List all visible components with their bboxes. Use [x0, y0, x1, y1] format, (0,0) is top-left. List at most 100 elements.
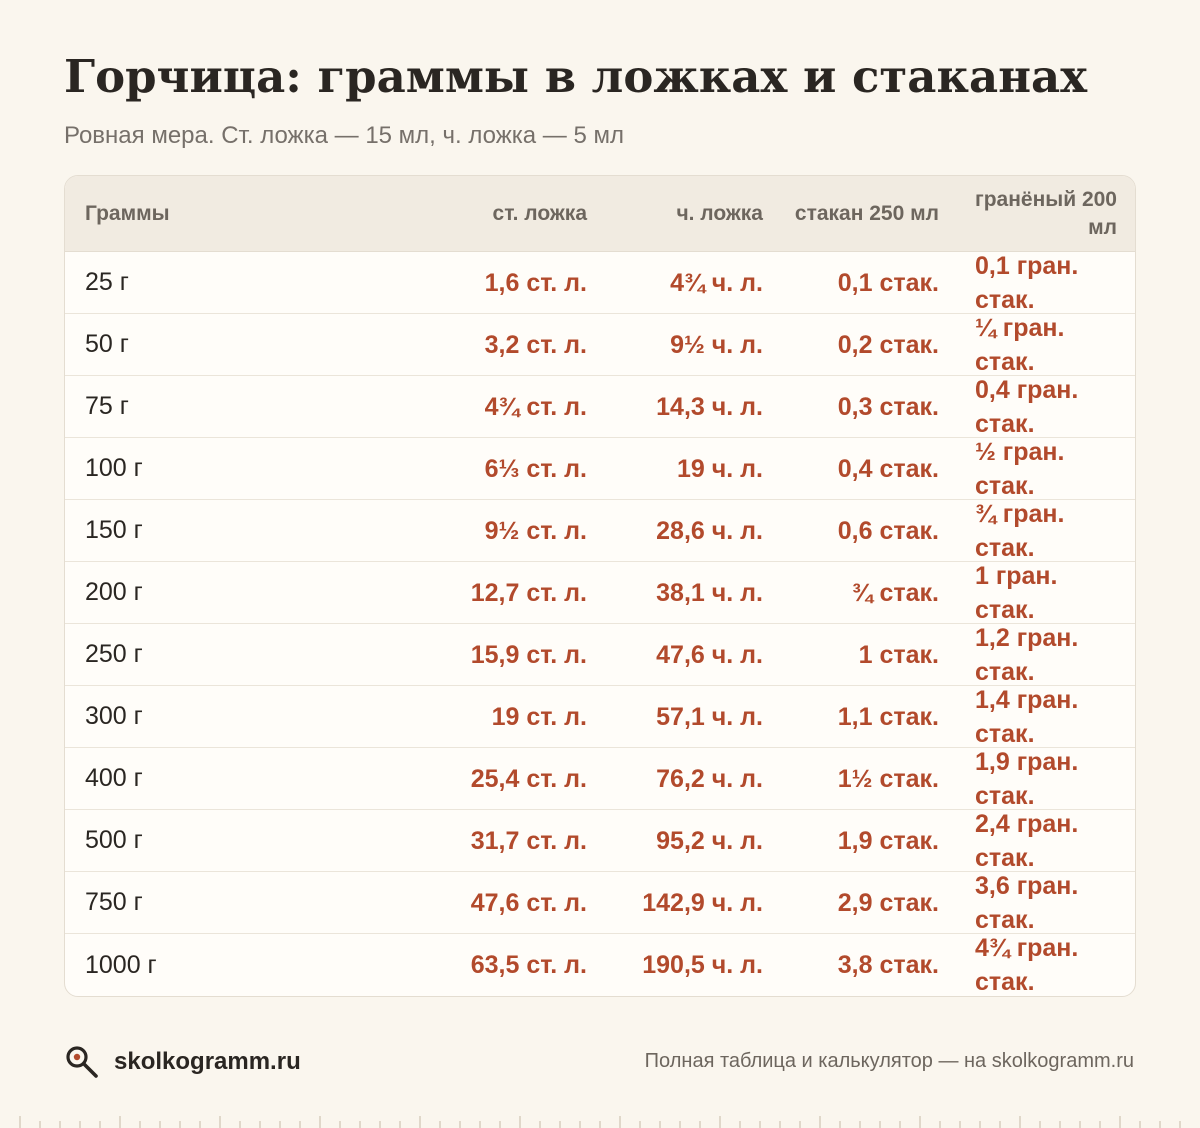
cell-tablespoon-text: 31,7 ст. л.: [470, 826, 587, 855]
table-row: 150 г 9½ ст. л. 28,6 ч. л. 0,6 стак. ¾ гран.…: [65, 500, 1135, 562]
cell-grams: 150 г: [85, 500, 285, 561]
cell-faceted-200: 3,6 гран. стак.: [975, 872, 1120, 934]
header-cup-250-label: стакан 250 мл: [794, 201, 939, 225]
table-row: 750 г 47,6 ст. л. 142,9 ч. л. 2,9 стак. 3,6 …: [65, 872, 1135, 934]
cell-tablespoon: 12,7 ст. л.: [445, 562, 587, 623]
table-row: 500 г 31,7 ст. л. 95,2 ч. л. 1,9 стак. 2,4 г…: [65, 810, 1135, 872]
cell-teaspoon-text: 57,1 ч. л.: [656, 702, 763, 731]
cell-tablespoon-text: 47,6 ст. л.: [470, 888, 587, 917]
footer-note: Полная таблица и калькулятор — на skolko…: [644, 1050, 1134, 1072]
cell-teaspoon: 19 ч. л.: [605, 438, 763, 499]
cell-cup-250-text: 1 стак.: [858, 640, 939, 669]
cell-tablespoon: 1,6 ст. л.: [445, 252, 587, 313]
cell-grams: 75 г: [85, 376, 285, 437]
cell-tablespoon: 47,6 ст. л.: [445, 872, 587, 933]
cell-tablespoon-text: 15,9 ст. л.: [470, 640, 587, 669]
cell-cup-250-text: 1,1 стак.: [837, 702, 939, 731]
cell-tablespoon: 4¾ ст. л.: [445, 376, 587, 437]
cell-faceted-200: 4¾ гран. стак.: [975, 934, 1120, 996]
cell-tablespoon: 25,4 ст. л.: [445, 748, 587, 809]
cell-teaspoon-text: 190,5 ч. л.: [642, 951, 763, 979]
cell-grams: 1000 г: [85, 934, 285, 996]
cell-faceted-200: 0,1 гран. стак.: [975, 252, 1120, 314]
cell-tablespoon: 3,2 ст. л.: [445, 314, 587, 375]
cell-teaspoon-text: 76,2 ч. л.: [656, 764, 763, 793]
header-cup-250: стакан 250 мл: [781, 176, 939, 251]
cell-cup-250-text: 1½ стак.: [837, 764, 939, 793]
cell-grams-text: 100 г: [85, 454, 143, 482]
footer-brand[interactable]: skolkogramm.ru: [64, 1044, 301, 1080]
cell-teaspoon: 28,6 ч. л.: [605, 500, 763, 561]
cell-grams-text: 200 г: [85, 578, 143, 606]
cell-cup-250-text: 1,9 стак.: [837, 826, 939, 855]
cell-cup-250-text: 0,3 стак.: [837, 392, 939, 421]
cell-faceted-200-text: 3,6 гран. стак.: [975, 871, 1079, 934]
cell-tablespoon: 19 ст. л.: [445, 686, 587, 747]
cell-grams-text: 500 г: [85, 826, 143, 854]
cell-cup-250-text: 0,6 стак.: [837, 516, 939, 545]
table-row: 1000 г 63,5 ст. л. 190,5 ч. л. 3,8 стак. 4¾ …: [65, 934, 1135, 996]
cell-teaspoon-text: 19 ч. л.: [677, 454, 763, 483]
cell-teaspoon: 95,2 ч. л.: [605, 810, 763, 871]
cell-faceted-200: 1,9 гран. стак.: [975, 748, 1120, 810]
cell-teaspoon: 142,9 ч. л.: [605, 872, 763, 933]
table-row: 75 г 4¾ ст. л. 14,3 ч. л. 0,3 стак. 0,4 гран…: [65, 376, 1135, 438]
table-row: 100 г 6⅓ ст. л. 19 ч. л. 0,4 стак. ½ гран. с…: [65, 438, 1135, 500]
cell-teaspoon: 4¾ ч. л.: [605, 252, 763, 313]
cell-teaspoon-text: 38,1 ч. л.: [656, 578, 763, 607]
cell-faceted-200: 0,4 гран. стак.: [975, 376, 1120, 438]
cell-cup-250: 1½ стак.: [781, 748, 939, 809]
cell-faceted-200-text: 1,2 гран. стак.: [975, 623, 1079, 686]
cell-faceted-200-text: 2,4 гран. стак.: [975, 809, 1079, 872]
page-subtitle: Ровная мера. Ст. ложка — 15 мл, ч. ложка…: [64, 122, 624, 149]
cell-teaspoon: 14,3 ч. л.: [605, 376, 763, 437]
cell-grams: 750 г: [85, 872, 285, 933]
cell-faceted-200-text: 1,9 гран. стак.: [975, 747, 1079, 810]
cell-cup-250: 1,1 стак.: [781, 686, 939, 747]
table-row: 50 г 3,2 ст. л. 9½ ч. л. 0,2 стак. ¼ гран. с…: [65, 314, 1135, 376]
header-faceted-200-label: гранёный 200 мл: [974, 187, 1117, 239]
cell-faceted-200-text: 1 гран. стак.: [975, 561, 1058, 624]
cell-grams: 400 г: [85, 748, 285, 809]
cell-teaspoon: 190,5 ч. л.: [605, 934, 763, 996]
cell-teaspoon-text: 95,2 ч. л.: [656, 826, 763, 855]
cell-cup-250: 1,9 стак.: [781, 810, 939, 871]
header-faceted-200: гранёный 200 мл: [961, 176, 1117, 251]
cell-grams-text: 150 г: [85, 516, 143, 544]
cell-faceted-200-text: ¾ гран. стак.: [975, 499, 1065, 562]
cell-tablespoon-text: 19 ст. л.: [491, 702, 587, 731]
cell-grams: 200 г: [85, 562, 285, 623]
cell-teaspoon-text: 47,6 ч. л.: [656, 640, 763, 669]
cell-teaspoon-text: 4¾ ч. л.: [670, 268, 763, 297]
table-row: 25 г 1,6 ст. л. 4¾ ч. л. 0,1 стак. 0,1 гран.…: [65, 252, 1135, 314]
cell-faceted-200-text: 4¾ гран. стак.: [975, 934, 1079, 996]
cell-tablespoon: 31,7 ст. л.: [445, 810, 587, 871]
cell-tablespoon: 63,5 ст. л.: [445, 934, 587, 996]
cell-cup-250-text: ¾ стак.: [851, 578, 939, 607]
cell-teaspoon: 9½ ч. л.: [605, 314, 763, 375]
cell-teaspoon-text: 9½ ч. л.: [670, 330, 763, 359]
cell-grams: 250 г: [85, 624, 285, 685]
cell-faceted-200: 1 гран. стак.: [975, 562, 1120, 624]
cell-teaspoon: 38,1 ч. л.: [605, 562, 763, 623]
cell-cup-250: 0,2 стак.: [781, 314, 939, 375]
cell-teaspoon-text: 14,3 ч. л.: [656, 392, 763, 421]
cell-tablespoon-text: 12,7 ст. л.: [470, 578, 587, 607]
cell-grams: 500 г: [85, 810, 285, 871]
cell-cup-250-text: 0,1 стак.: [837, 268, 939, 297]
cell-teaspoon: 76,2 ч. л.: [605, 748, 763, 809]
conversion-table: Граммы ст. ложка ч. ложка стакан 250 мл …: [64, 175, 1136, 997]
cell-tablespoon: 15,9 ст. л.: [445, 624, 587, 685]
cell-faceted-200-text: 0,1 гран. стак.: [975, 251, 1079, 314]
cell-tablespoon-text: 1,6 ст. л.: [484, 268, 587, 297]
table-row: 250 г 15,9 ст. л. 47,6 ч. л. 1 стак. 1,2 гра…: [65, 624, 1135, 686]
cell-teaspoon: 47,6 ч. л.: [605, 624, 763, 685]
cell-grams-text: 750 г: [85, 888, 143, 916]
cell-grams-text: 300 г: [85, 702, 143, 730]
cell-tablespoon-text: 4¾ ст. л.: [484, 392, 587, 421]
cell-grams-text: 50 г: [85, 330, 129, 358]
cell-cup-250-text: 0,2 стак.: [837, 330, 939, 359]
cell-cup-250: 0,4 стак.: [781, 438, 939, 499]
cell-teaspoon-text: 142,9 ч. л.: [642, 888, 763, 917]
header-tablespoon: ст. ложка: [492, 201, 587, 225]
